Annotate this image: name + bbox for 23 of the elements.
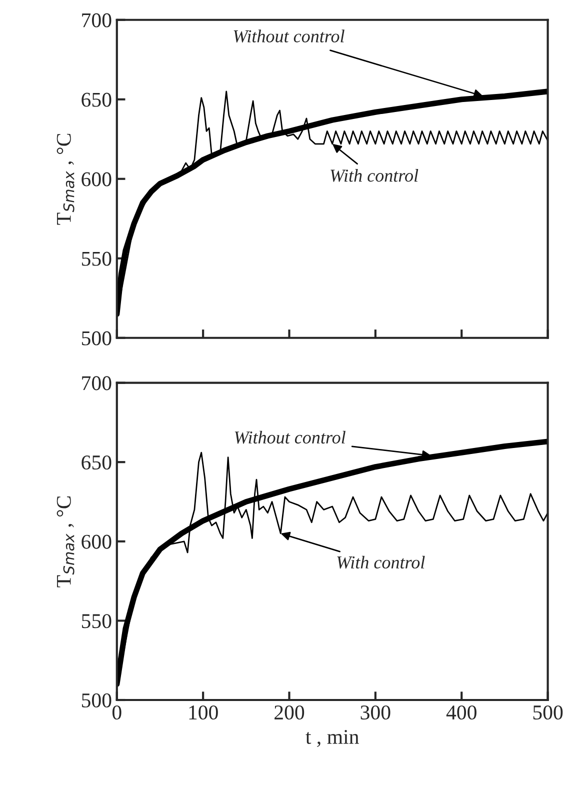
- y-tick-label: 500: [82, 331, 112, 346]
- annotation: Without control: [234, 30, 344, 42]
- x-tick-label: 100: [189, 705, 218, 720]
- y-tick-label: 500: [82, 693, 112, 708]
- y-tick-label: 600: [82, 534, 112, 549]
- x-tick-label: 400: [446, 705, 476, 720]
- y-tick-label: 700: [82, 13, 112, 28]
- y-tick-label: 550: [82, 252, 112, 266]
- y-axis-title: T$_{Smax}$ , °C: [56, 134, 74, 225]
- y-tick-label: 700: [82, 376, 112, 390]
- y-axis-title: T$_{Smax}$ , °C: [56, 496, 74, 588]
- annotation: Without control: [234, 430, 346, 444]
- x-tick-label: 0: [112, 705, 122, 720]
- x-tick-label: 500: [533, 705, 563, 720]
- annotation: With control: [330, 169, 418, 182]
- x-axis-title: t , min: [306, 730, 359, 747]
- x-tick-label: 300: [360, 705, 390, 720]
- x-tick-label: 200: [274, 705, 304, 720]
- annotation: With control: [337, 556, 425, 569]
- y-tick-label: 650: [82, 455, 112, 470]
- y-tick-label: 650: [82, 92, 112, 107]
- y-tick-label: 550: [82, 614, 112, 628]
- y-tick-label: 600: [82, 172, 112, 186]
